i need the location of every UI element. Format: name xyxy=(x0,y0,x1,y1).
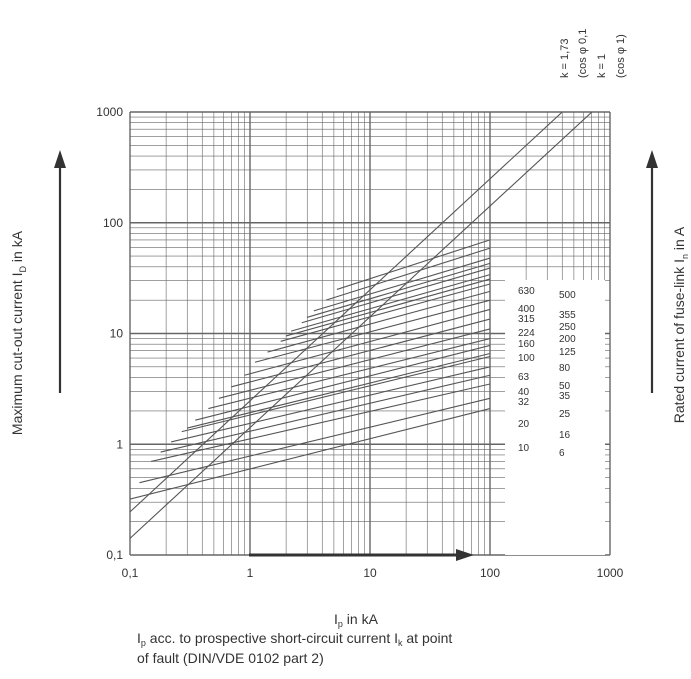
fuse-line-100 xyxy=(244,308,491,376)
fuse-rating-label: 35 xyxy=(559,391,571,402)
fuse-line-16 xyxy=(151,383,491,462)
x-tick-label: 100 xyxy=(480,566,500,580)
y2-axis-label: Rated current of fuse-link In in A xyxy=(671,226,690,423)
fuse-line-50 xyxy=(208,338,491,410)
fuse-line-250 xyxy=(290,274,491,332)
y-tick-label: 1000 xyxy=(96,105,123,119)
x-tick-label: 1000 xyxy=(597,566,624,580)
fuse-rating-label: 20 xyxy=(518,419,530,430)
fuse-rating-label: 63 xyxy=(518,372,530,383)
x-tick-label: 10 xyxy=(363,566,377,580)
fuse-rating-label: 630 xyxy=(518,286,535,297)
chart-marks xyxy=(505,280,605,555)
fuse-line-35 xyxy=(187,352,491,429)
caption-line-2: of fault (DIN/VDE 0102 part 2) xyxy=(137,650,324,666)
y-tick-label: 0,1 xyxy=(106,548,123,562)
fuse-line-355 xyxy=(307,262,491,318)
tick-labels: 0,1 1 10 100 1000 0,1 1 10 100 1000 xyxy=(96,105,623,580)
x-tick-label: 1 xyxy=(247,566,254,580)
fuse-rating-label: 40 xyxy=(518,387,530,398)
y-axis-arrowhead xyxy=(54,150,66,168)
fuse-line-63 xyxy=(218,328,491,399)
fuse-rating-label: 100 xyxy=(518,353,535,364)
fuse-line-32 xyxy=(181,355,491,433)
fuse-line-500 xyxy=(325,247,491,301)
chart-caption: Ip acc. to prospective short-circuit cur… xyxy=(137,628,607,668)
fuse-rating-label: 125 xyxy=(559,347,576,358)
fuse-line-160 xyxy=(267,290,491,353)
caption-line-1: Ip acc. to prospective short-circuit cur… xyxy=(137,630,453,648)
y-tick-label: 100 xyxy=(103,216,123,230)
fuse-rating-label: 200 xyxy=(559,334,576,345)
fuse-rating-label: 160 xyxy=(518,339,535,350)
k-factor-label: (cos φ 0,1 xyxy=(577,29,589,78)
axis-arrows xyxy=(54,150,658,561)
x-tick-label: 0,1 xyxy=(122,566,139,580)
x-axis-label: Ip in kA xyxy=(334,611,378,629)
fuse-rating-label: 250 xyxy=(559,322,576,333)
fuse-line-200 xyxy=(280,283,491,342)
k-factor-label: k = 1 xyxy=(596,54,608,78)
fuse-line-10 xyxy=(139,397,491,484)
x-axis-arrowhead xyxy=(456,549,474,561)
y-axis-label: Maximum cut-out current ID in kA xyxy=(9,230,28,435)
fuse-line-400 xyxy=(313,257,491,312)
fuse-line-630 xyxy=(336,239,491,290)
fuse-rating-label: 25 xyxy=(559,409,571,420)
fuse-rating-label: 315 xyxy=(518,314,535,325)
y2-axis-arrowhead xyxy=(646,150,658,168)
k-line xyxy=(130,112,593,539)
fuse-rating-label: 224 xyxy=(518,328,535,339)
fuse-line-80 xyxy=(231,318,491,388)
k-line xyxy=(130,112,563,513)
fuse-line-6 xyxy=(130,408,491,500)
fuse-rating-label: 80 xyxy=(559,363,571,374)
k-factor-label: (cos φ 1) xyxy=(615,34,627,78)
fuse-line-40 xyxy=(195,344,491,421)
fuse-rating-label: 400 xyxy=(518,304,535,315)
fuse-rating-label: 10 xyxy=(518,443,530,454)
k-factor-labels: k = 1,73 (cos φ 0,1 k = 1 (cos φ 1) xyxy=(559,29,627,78)
fuse-line-20 xyxy=(160,374,491,453)
fuse-rating-label: 500 xyxy=(559,290,576,301)
fuse-rating-label: 6 xyxy=(559,448,565,459)
fuse-rating-label: 16 xyxy=(559,430,571,441)
fuse-line-224 xyxy=(285,278,491,337)
fuse-rating-label: 355 xyxy=(559,310,576,321)
series-lines xyxy=(130,112,593,539)
fuse-line-25 xyxy=(170,366,491,443)
fuse-rating-label: 32 xyxy=(518,397,530,408)
fuse-line-315 xyxy=(301,267,491,324)
y-tick-label: 10 xyxy=(110,327,124,341)
rating-label-panel xyxy=(505,280,605,555)
k-factor-label: k = 1,73 xyxy=(559,39,571,78)
y-tick-label: 1 xyxy=(116,437,123,451)
fuse-rating-label: 50 xyxy=(559,381,571,392)
fuse-line-125 xyxy=(254,299,491,363)
